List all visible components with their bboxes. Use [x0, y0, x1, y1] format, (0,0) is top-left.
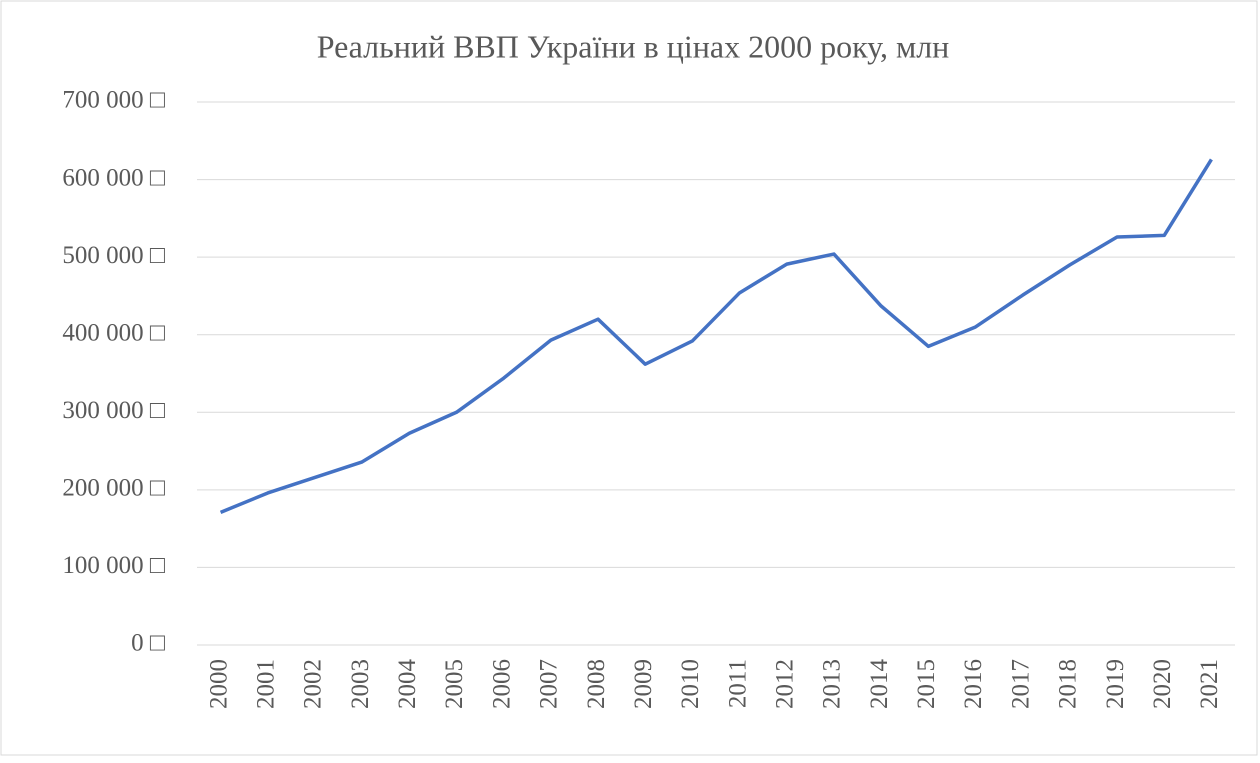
y-tick-label: 400 000 □	[62, 319, 166, 346]
x-tick-label: 2014	[866, 659, 893, 710]
x-tick-label: 2009	[630, 659, 657, 709]
x-tick-label: 2002	[300, 659, 327, 709]
y-tick-label: 300 000 □	[62, 397, 166, 424]
x-tick-label: 2012	[772, 659, 799, 709]
x-tick-label: 2006	[488, 659, 515, 709]
x-tick-label: 2003	[347, 659, 374, 709]
x-tick-label: 2021	[1196, 659, 1223, 709]
chart-title: Реальний ВВП України в цінах 2000 року, …	[317, 28, 950, 64]
x-tick-label: 2013	[819, 659, 846, 709]
y-tick-label: 0 □	[131, 630, 166, 657]
x-tick-label: 2019	[1102, 659, 1129, 709]
x-tick-label: 2011	[724, 659, 751, 708]
x-tick-label: 2001	[253, 659, 280, 709]
x-tick-label: 2018	[1055, 659, 1082, 709]
x-tick-label: 2004	[394, 659, 421, 710]
x-tick-label: 2005	[441, 659, 468, 709]
x-tick-label: 2016	[960, 659, 987, 709]
x-tick-label: 2000	[205, 659, 232, 709]
line-series	[219, 158, 1213, 514]
x-tick-label: 2010	[677, 659, 704, 709]
x-tick-label: 2017	[1007, 659, 1034, 709]
y-tick-label: 700 000 □	[62, 87, 166, 114]
x-tick-label: 2007	[536, 659, 563, 709]
y-tick-label: 500 000 □	[62, 242, 166, 269]
x-tick-label: 2020	[1149, 659, 1176, 709]
x-tick-label: 2008	[583, 659, 610, 709]
y-tick-label: 200 000 □	[62, 475, 166, 502]
x-tick-label: 2015	[913, 659, 940, 709]
y-tick-label: 100 000 □	[62, 552, 166, 579]
y-tick-label: 600 000 □	[62, 164, 166, 191]
